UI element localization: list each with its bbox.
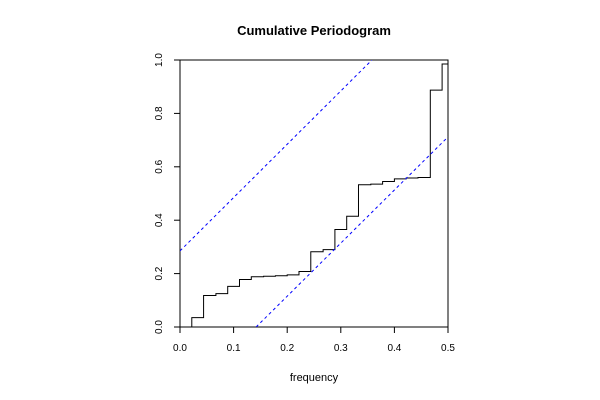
x-tick-label: 0.2 [280, 343, 294, 354]
y-axis: 0.0 0.2 0.4 0.6 0.8 1.0 [154, 53, 180, 334]
confidence-bound-line-1 [180, 60, 373, 252]
chart-title: Cumulative Periodogram [237, 23, 391, 38]
x-tick-label: 0.0 [173, 343, 187, 354]
x-axis: 0.0 0.1 0.2 0.3 0.4 0.5 [173, 327, 455, 354]
y-tick-label: 0.8 [154, 106, 165, 120]
x-tick-label: 0.3 [334, 343, 348, 354]
y-tick-label: 1.0 [154, 53, 165, 67]
x-tick-label: 0.4 [387, 343, 401, 354]
y-tick-label: 0.6 [154, 159, 165, 173]
x-axis-label: frequency [290, 372, 339, 384]
confidence-bound-line-2 [255, 136, 448, 327]
x-tick-label: 0.1 [227, 343, 241, 354]
series-layer [180, 60, 448, 327]
y-tick-label: 0.4 [154, 213, 165, 227]
y-tick-label: 0.2 [154, 266, 165, 280]
y-tick-label: 0.0 [154, 320, 165, 334]
x-tick-label: 0.5 [441, 343, 455, 354]
cumulative-periodogram-line [180, 60, 448, 327]
plot-frame [179, 59, 449, 328]
